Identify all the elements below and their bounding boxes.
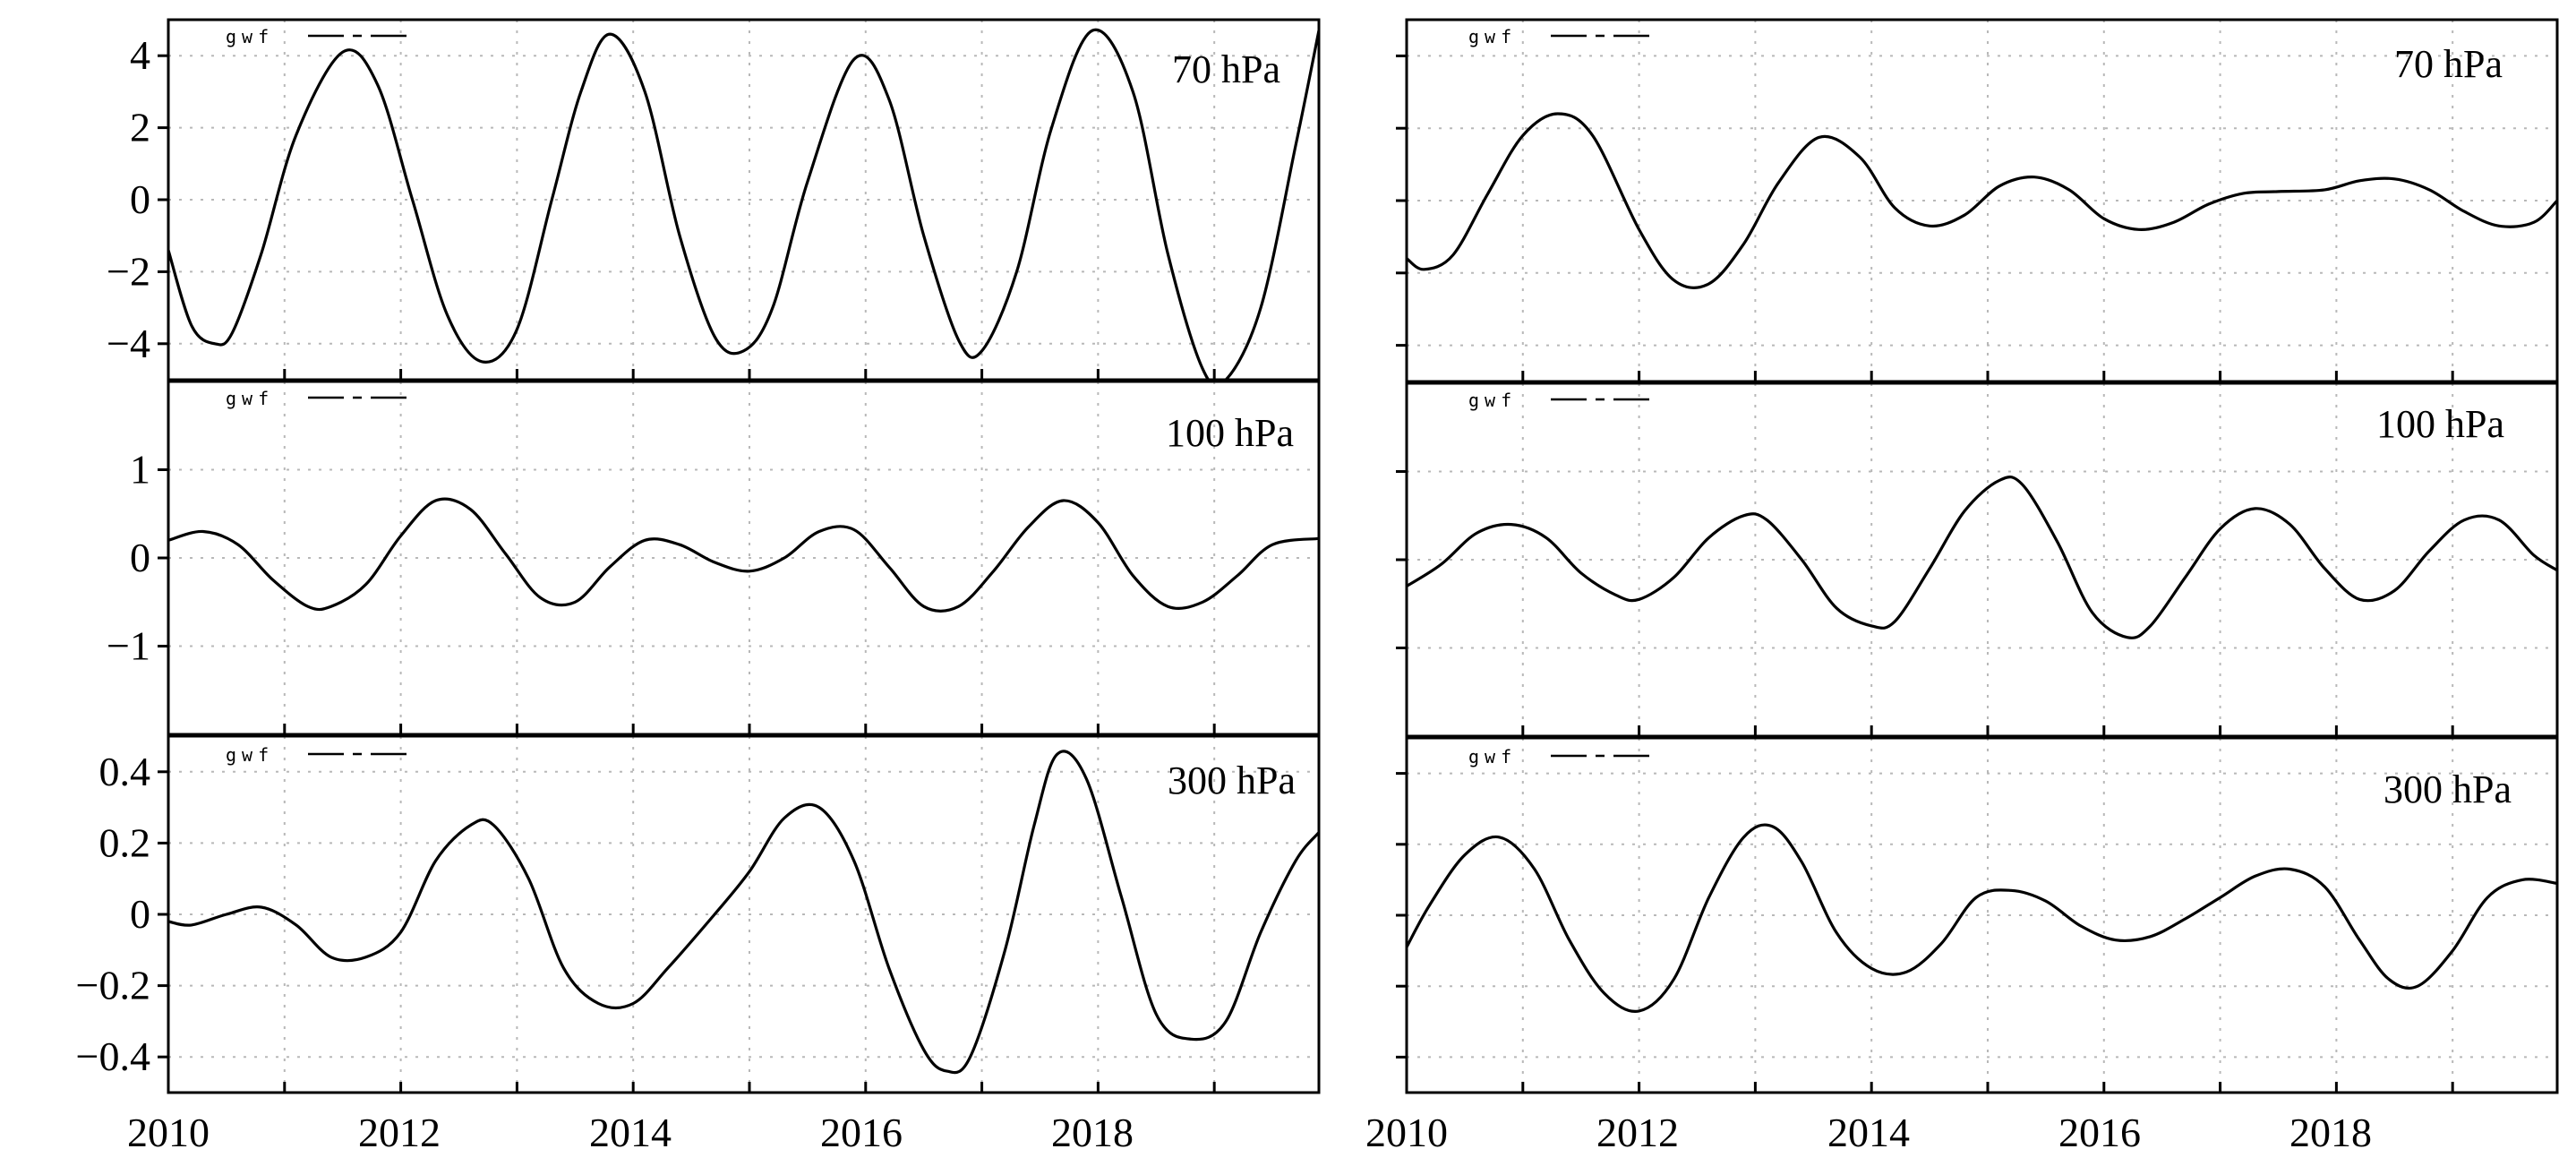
pressure-level-label: 100 hPa <box>2376 402 2504 446</box>
pressure-level-label: 70 hPa <box>1172 47 1280 91</box>
pressure-level-label: 300 hPa <box>2383 767 2512 811</box>
y-tick-label: 1 <box>130 447 150 493</box>
series-line-gwf <box>168 497 1319 613</box>
chart-panel-left-top: −4 −2 0 2 4 70 hPa gwf <box>107 18 1321 382</box>
legend-label: gwf <box>226 26 274 47</box>
pressure-level-label: 70 hPa <box>2394 42 2503 86</box>
series-line-gwf <box>1407 476 2557 639</box>
x-axis-labels-right: 2010 2012 2014 2016 2018 <box>1365 1110 2372 1155</box>
y-tick-label: 4 <box>130 32 150 78</box>
chart-panel-left-bottom: −0.4 −0.2 0 0.2 0.4 300 hPa gwf <box>76 734 1321 1094</box>
pressure-level-label: 100 hPa <box>1166 411 1294 455</box>
y-tick-label: 0 <box>130 891 150 937</box>
x-tick-label: 2016 <box>2058 1110 2141 1155</box>
chart-panel-right-bottom: 300 hPa gwf <box>1396 736 2559 1094</box>
x-tick-label: 2012 <box>1596 1110 1679 1155</box>
y-tick-label: 2 <box>130 105 150 150</box>
legend-label: gwf <box>1468 390 1517 411</box>
x-tick-label: 2014 <box>1827 1110 1910 1155</box>
x-tick-label: 2014 <box>589 1110 672 1155</box>
y-tick-label: −0.4 <box>76 1033 150 1079</box>
y-tick-label: −4 <box>107 321 150 366</box>
legend-label: gwf <box>226 744 274 766</box>
chart-panel-left-middle: −1 0 1 100 hPa gwf <box>107 380 1321 736</box>
series-line-gwf <box>1407 112 2557 289</box>
x-tick-label: 2016 <box>820 1110 903 1155</box>
y-tick-label: −0.2 <box>76 963 150 1008</box>
x-tick-label: 2018 <box>1051 1110 1134 1155</box>
y-tick-label: 0.4 <box>99 749 151 794</box>
y-tick-label: 0.2 <box>99 819 151 865</box>
x-tick-label: 2010 <box>1365 1110 1448 1155</box>
legend-label: gwf <box>226 388 274 409</box>
y-tick-label: 0 <box>130 176 150 222</box>
pressure-level-label: 300 hPa <box>1168 759 1296 802</box>
chart-panel-right-top: 70 hPa gwf <box>1396 18 2559 383</box>
chart-panel-right-middle: 100 hPa gwf <box>1396 382 2559 738</box>
x-tick-label: 2010 <box>127 1110 210 1155</box>
x-tick-label: 2012 <box>358 1110 441 1155</box>
legend-label: gwf <box>1468 746 1517 767</box>
x-axis-labels-left: 2010 2012 2014 2016 2018 <box>127 1110 1134 1155</box>
y-tick-label: −2 <box>107 248 150 294</box>
series-line-gwf <box>1407 823 2557 1013</box>
legend-label: gwf <box>1468 26 1517 47</box>
series-line-gwf <box>168 750 1319 1075</box>
y-tick-label: −1 <box>107 623 150 669</box>
x-tick-label: 2018 <box>2289 1110 2372 1155</box>
y-tick-label: 0 <box>130 535 150 580</box>
series-line-gwf <box>168 28 1319 380</box>
